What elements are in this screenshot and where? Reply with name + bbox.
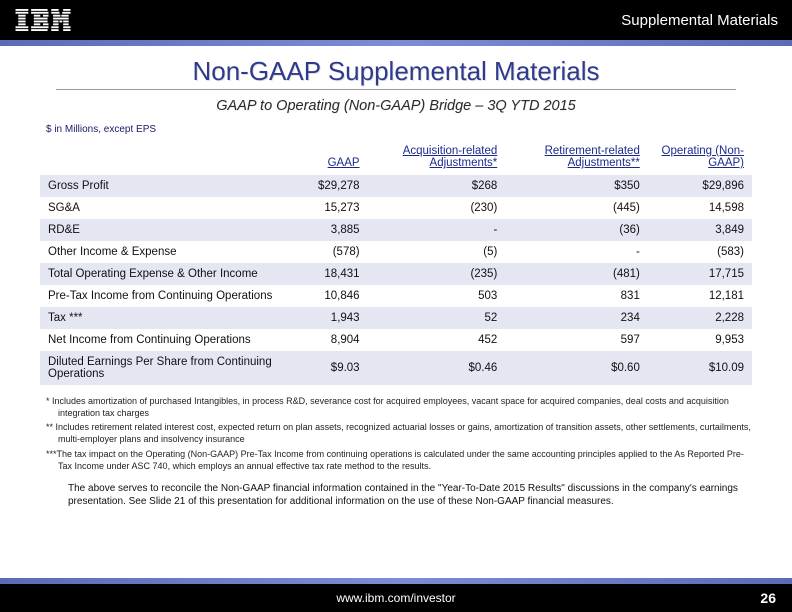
cell: $0.60 [505,351,648,385]
row-label: Net Income from Continuing Operations [40,329,310,351]
page-title: Non-GAAP Supplemental Materials [40,56,752,87]
cell: $268 [368,175,506,197]
header-section-label: Supplemental Materials [621,12,778,29]
table-row: SG&A15,273(230)(445)14,598 [40,197,752,219]
col-header-rowlabel [40,141,310,175]
row-label: RD&E [40,219,310,241]
cell: 8,904 [310,329,368,351]
col-header: GAAP [310,141,368,175]
table-row: Diluted Earnings Per Share from Continui… [40,351,752,385]
cell: (445) [505,197,648,219]
cell: 3,849 [648,219,752,241]
table-row: Other Income & Expense(578)(5)-(583) [40,241,752,263]
footnote: ** Includes retirement related interest … [40,421,752,445]
footnote: * Includes amortization of purchased Int… [40,395,752,419]
col-header: Acquisition-related Adjustments* [368,141,506,175]
units-note: $ in Millions, except EPS [46,124,752,135]
cell: 831 [505,285,648,307]
col-header: Retirement-related Adjustments** [505,141,648,175]
cell: 452 [368,329,506,351]
table-row: RD&E3,885-(36)3,849 [40,219,752,241]
cell: 234 [505,307,648,329]
cell: 52 [368,307,506,329]
row-label: Total Operating Expense & Other Income [40,263,310,285]
cell: $10.09 [648,351,752,385]
cell: (481) [505,263,648,285]
table-row: Pre-Tax Income from Continuing Operation… [40,285,752,307]
table-header-row: GAAPAcquisition-related Adjustments*Reti… [40,141,752,175]
cell: (235) [368,263,506,285]
row-label: Tax *** [40,307,310,329]
footnotes: * Includes amortization of purchased Int… [40,395,752,472]
footnote: ***The tax impact on the Operating (Non-… [40,448,752,472]
main-content: Non-GAAP Supplemental Materials GAAP to … [0,46,792,509]
table-row: Net Income from Continuing Operations8,9… [40,329,752,351]
cell: 10,846 [310,285,368,307]
row-label: Gross Profit [40,175,310,197]
cell: $0.46 [368,351,506,385]
cell: (578) [310,241,368,263]
table-row: Gross Profit$29,278$268$350$29,896 [40,175,752,197]
cell: 2,228 [648,307,752,329]
page-number: 26 [760,590,776,606]
cell: $350 [505,175,648,197]
cell: 1,943 [310,307,368,329]
ibm-logo [14,9,72,31]
row-label: SG&A [40,197,310,219]
cell: 15,273 [310,197,368,219]
footer-bar: www.ibm.com/investor 26 [0,584,792,612]
cell: 14,598 [648,197,752,219]
cell: 597 [505,329,648,351]
header-bar: Supplemental Materials [0,0,792,40]
cell: 9,953 [648,329,752,351]
col-header: Operating (Non-GAAP) [648,141,752,175]
cell: - [505,241,648,263]
row-label: Diluted Earnings Per Share from Continui… [40,351,310,385]
summary-text: The above serves to reconcile the Non-GA… [68,482,752,509]
footer-url: www.ibm.com/investor [336,591,455,605]
cell: $29,896 [648,175,752,197]
cell: - [368,219,506,241]
page-subtitle: GAAP to Operating (Non-GAAP) Bridge – 3Q… [40,98,752,114]
cell: $9.03 [310,351,368,385]
table-row: Total Operating Expense & Other Income18… [40,263,752,285]
cell: 17,715 [648,263,752,285]
cell: $29,278 [310,175,368,197]
cell: 18,431 [310,263,368,285]
cell: 503 [368,285,506,307]
cell: (583) [648,241,752,263]
cell: 12,181 [648,285,752,307]
cell: 3,885 [310,219,368,241]
bridge-table: GAAPAcquisition-related Adjustments*Reti… [40,141,752,385]
row-label: Pre-Tax Income from Continuing Operation… [40,285,310,307]
table-body: Gross Profit$29,278$268$350$29,896SG&A15… [40,175,752,385]
cell: (230) [368,197,506,219]
cell: (36) [505,219,648,241]
table-row: Tax ***1,943522342,228 [40,307,752,329]
row-label: Other Income & Expense [40,241,310,263]
cell: (5) [368,241,506,263]
title-underline [56,89,736,90]
